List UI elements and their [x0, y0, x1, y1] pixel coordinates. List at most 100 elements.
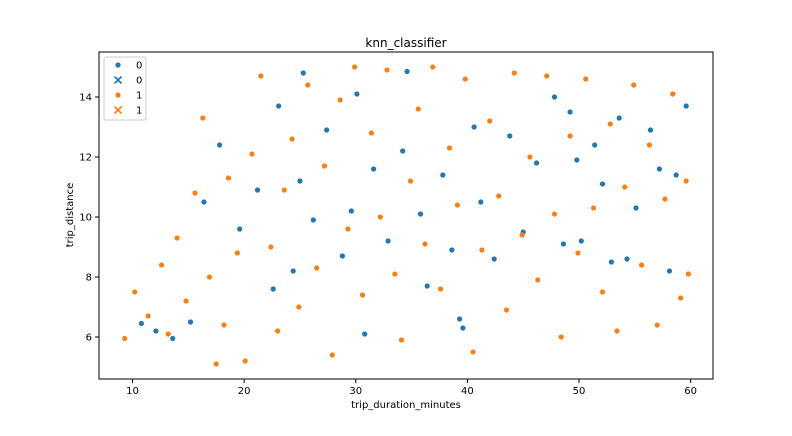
class-0-point	[385, 238, 391, 244]
class-0-point	[300, 70, 306, 76]
class-0-point	[348, 208, 354, 214]
class-0-point	[666, 268, 673, 274]
y-tick-label: 10	[79, 213, 92, 224]
x-tick-label: 50	[573, 386, 586, 397]
class-1-point	[132, 289, 138, 295]
class-1-point	[268, 244, 274, 250]
class-0-point	[616, 115, 622, 121]
class-1-point	[398, 337, 405, 343]
class-1-point	[544, 73, 550, 79]
class-0-point	[449, 247, 455, 253]
class-1-point	[321, 163, 328, 169]
legend-box	[103, 56, 147, 121]
class-1-point	[430, 64, 436, 70]
class-0-point	[424, 283, 430, 289]
class-1-point	[438, 286, 444, 292]
class-1-point	[258, 73, 264, 79]
class-0-point	[457, 316, 463, 322]
class-1-point	[678, 295, 684, 301]
class-1-point	[359, 292, 366, 298]
class-0-point	[471, 124, 477, 130]
legend-marker-dot	[115, 92, 121, 98]
class-0-point	[656, 166, 663, 172]
class-1-point	[646, 142, 653, 148]
class-1-point	[496, 193, 502, 199]
class-1-point	[225, 175, 232, 181]
class-1-point	[392, 271, 398, 277]
class-0-point	[297, 178, 303, 184]
class-1-point	[487, 118, 493, 124]
class-0-point	[551, 94, 558, 100]
class-1-point	[654, 322, 660, 328]
class-0-point	[153, 328, 159, 334]
class-1-point	[622, 184, 628, 190]
class-1-point	[407, 178, 414, 184]
class-1-point	[685, 271, 692, 277]
class-0-point	[417, 211, 424, 217]
class-1-point	[368, 130, 374, 136]
class-0-point	[440, 172, 446, 178]
class-1-point	[462, 76, 468, 82]
class-0-point	[574, 157, 580, 163]
class-1-point	[575, 250, 581, 256]
class-0-point	[478, 199, 484, 205]
class-0-point	[507, 133, 513, 139]
legend: 0 0 1 1	[103, 56, 147, 121]
class-0-point	[187, 319, 194, 325]
y-tick-label: 12	[79, 153, 92, 164]
class-0-point	[624, 256, 630, 262]
class-1-point	[337, 97, 343, 103]
x-axis-label: trip_duration_minutes	[351, 400, 461, 411]
class-1-point	[511, 70, 517, 76]
class-1-point	[165, 331, 171, 337]
class-1-point	[249, 151, 255, 157]
class-1-point	[384, 67, 390, 73]
legend-label: 1	[136, 106, 142, 117]
class-0-point	[324, 127, 330, 133]
class-1-point	[567, 133, 573, 139]
class-1-point	[503, 307, 510, 313]
class-1-point	[519, 232, 525, 238]
class-0-point	[237, 226, 243, 232]
class-1-point	[145, 313, 151, 319]
class-1-point	[192, 190, 198, 196]
class-0-point	[683, 103, 689, 109]
legend-x-stroke	[113, 105, 123, 115]
class-0-point	[276, 103, 282, 109]
class-1-point	[242, 358, 248, 364]
class-1-point	[158, 262, 165, 268]
x-tick-label: 20	[238, 386, 251, 397]
class-0-point	[254, 187, 261, 193]
class-0-point	[400, 148, 406, 154]
class-1-point	[174, 235, 180, 241]
legend-marker-dot	[115, 62, 121, 68]
class-0-point	[608, 259, 615, 265]
class-0-point	[491, 256, 497, 262]
class-1-point	[583, 76, 589, 82]
class-1-point	[639, 262, 645, 268]
class-1-point	[329, 352, 335, 358]
class-1-point	[289, 136, 295, 142]
class-0-point	[592, 142, 598, 148]
chart-title: knn_classifier	[365, 36, 446, 50]
class-0-point	[560, 241, 567, 247]
class-1-point	[345, 226, 351, 232]
class-1-point	[281, 187, 287, 193]
class-1-point	[590, 205, 597, 211]
class-1-point	[213, 361, 219, 367]
y-tick-label: 14	[79, 93, 92, 104]
class-1-point	[631, 82, 637, 88]
legend-x-stroke	[113, 75, 123, 85]
class-1-point	[296, 304, 302, 310]
class-1-point	[352, 64, 358, 70]
x-axis-ticks: 10 20 30 40 50 60	[126, 379, 697, 397]
class-0-point	[354, 91, 360, 97]
x-tick-label: 10	[126, 386, 139, 397]
x-tick-label: 40	[461, 386, 474, 397]
class-1-point	[446, 145, 453, 151]
class-0-point	[647, 127, 654, 133]
class-0-point	[633, 205, 639, 211]
class-0-point	[201, 199, 207, 205]
class-0-point	[578, 238, 584, 244]
